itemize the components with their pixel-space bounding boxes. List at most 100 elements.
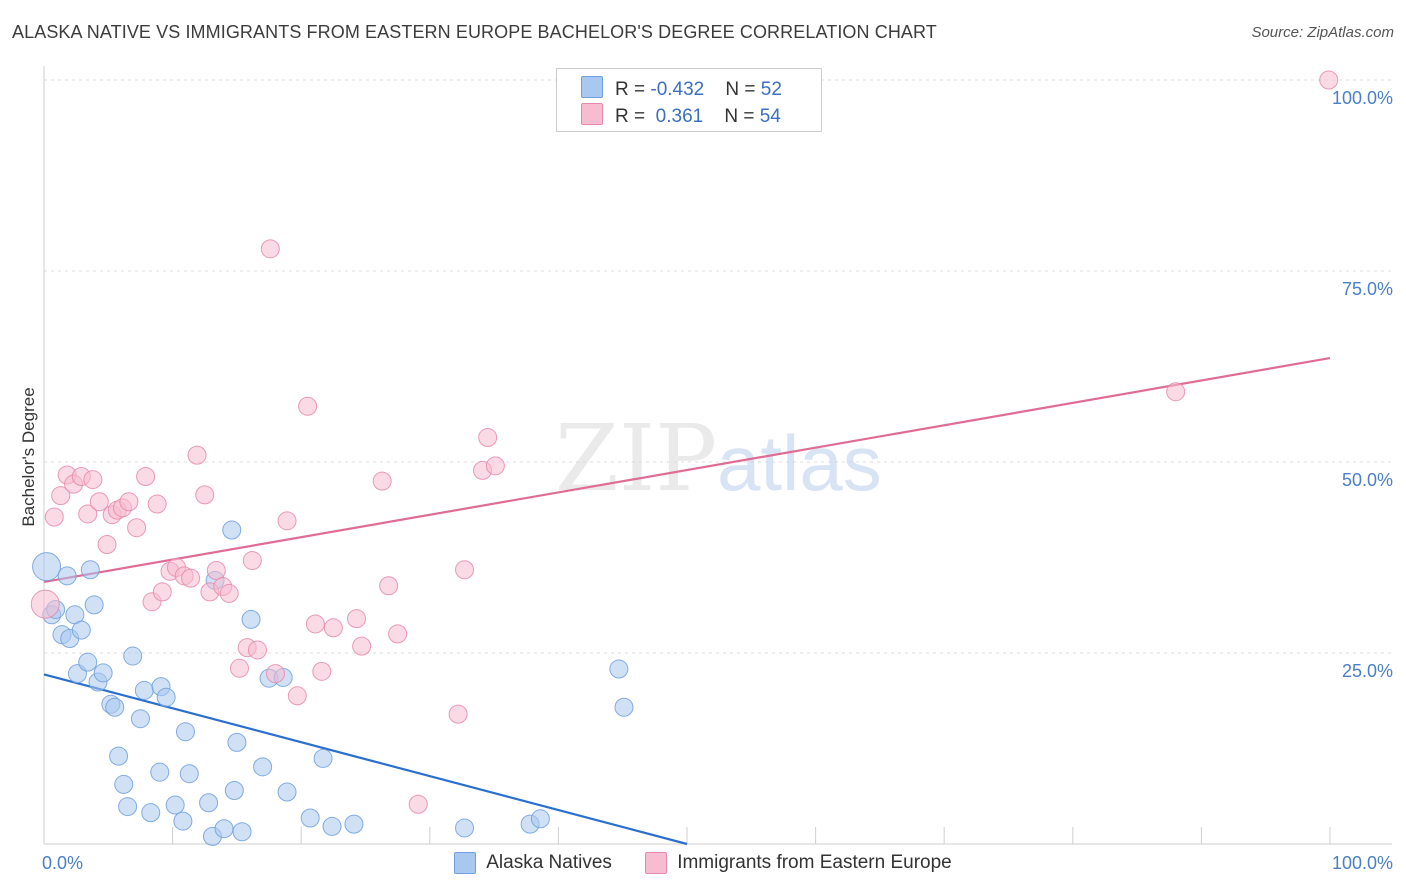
y-tick-label-1: 50.0% <box>1342 470 1393 490</box>
point-eastern-europe-26 <box>206 560 226 580</box>
legend-n-value: 52 <box>760 79 782 100</box>
point-eastern-europe-45 <box>388 624 408 644</box>
point-eastern-europe-36 <box>287 686 307 706</box>
point-alaska-native-37 <box>232 822 252 842</box>
point-alaska-native-15 <box>105 697 125 717</box>
point-eastern-europe-47 <box>448 704 468 724</box>
point-alaska-native-20 <box>130 709 150 729</box>
point-alaska-native-27 <box>173 811 193 831</box>
point-eastern-europe-1 <box>44 507 64 527</box>
legend-swatch-alaska-natives <box>581 76 603 98</box>
series-name-eastern-europe: Immigrants from Eastern Europe <box>677 852 952 873</box>
point-eastern-europe-31 <box>242 551 262 571</box>
point-alaska-native-34 <box>222 520 242 540</box>
point-eastern-europe-43 <box>372 471 392 491</box>
series-legend-eastern-europe: Immigrants from Eastern Europe <box>645 852 952 874</box>
y-tick-label-2: 75.0% <box>1342 279 1393 299</box>
point-alaska-native-49 <box>530 809 550 829</box>
point-alaska-native-26 <box>165 795 185 815</box>
legend-n-label: N = <box>724 106 760 127</box>
point-eastern-europe-14 <box>127 518 147 538</box>
point-alaska-native-38 <box>253 757 273 777</box>
series-name-alaska-natives: Alaska Natives <box>486 852 612 873</box>
point-eastern-europe-22 <box>181 568 201 588</box>
point-eastern-europe-39 <box>312 661 332 681</box>
point-eastern-europe-41 <box>346 609 366 629</box>
y-axis-label: Bachelor's Degree <box>19 387 38 526</box>
point-eastern-europe-29 <box>229 658 249 678</box>
legend-n-label: N = <box>725 79 761 100</box>
point-alaska-native-44 <box>313 748 333 768</box>
point-alaska-native-8 <box>71 620 91 640</box>
point-alaska-native-0 <box>32 552 62 582</box>
data-points <box>30 70 1339 846</box>
correlation-legend: R = -0.432 N = 52 R = 0.361 N = 54 <box>556 68 822 132</box>
series-swatch-alaska-natives <box>454 852 477 874</box>
point-eastern-europe-34 <box>265 664 285 684</box>
point-eastern-europe-8 <box>89 492 109 512</box>
x-tick-label-left: 0.0% <box>42 853 83 873</box>
point-alaska-native-24 <box>150 762 170 782</box>
legend-r-label: R = <box>615 106 651 127</box>
trend-line-eastern-europe <box>43 357 1331 584</box>
point-alaska-native-11 <box>84 595 104 615</box>
point-eastern-europe-23 <box>187 445 207 465</box>
chart-title: ALASKA NATIVE VS IMMIGRANTS FROM EASTERN… <box>12 22 937 42</box>
point-alaska-native-50 <box>609 659 629 679</box>
point-eastern-europe-0 <box>30 589 60 619</box>
point-eastern-europe-53 <box>1319 70 1339 90</box>
point-alaska-native-9 <box>78 652 98 672</box>
point-eastern-europe-24 <box>195 485 215 505</box>
point-alaska-native-33 <box>214 819 234 839</box>
point-alaska-native-51 <box>614 697 634 717</box>
point-alaska-native-4 <box>57 566 77 586</box>
point-alaska-native-19 <box>123 646 143 666</box>
legend-r-value: 0.361 <box>650 106 704 127</box>
point-eastern-europe-40 <box>323 618 343 638</box>
point-eastern-europe-28 <box>219 583 239 603</box>
point-alaska-native-29 <box>179 764 199 784</box>
point-alaska-native-22 <box>141 803 161 823</box>
point-alaska-native-42 <box>277 782 297 802</box>
legend-n-value: 54 <box>759 106 781 127</box>
legend-row-eastern-europe: R = 0.361 N = 54 <box>581 103 781 127</box>
point-eastern-europe-37 <box>298 396 318 416</box>
point-alaska-native-35 <box>224 781 244 801</box>
point-eastern-europe-15 <box>136 467 156 487</box>
axes <box>43 66 1392 845</box>
point-eastern-europe-46 <box>408 794 428 814</box>
point-alaska-native-36 <box>227 732 247 752</box>
point-eastern-europe-48 <box>455 560 475 580</box>
y-tick-label-0: 25.0% <box>1342 661 1393 681</box>
point-eastern-europe-7 <box>83 470 103 490</box>
point-eastern-europe-50 <box>478 428 498 448</box>
trend-lines <box>43 357 1331 846</box>
point-eastern-europe-44 <box>379 576 399 596</box>
point-eastern-europe-52 <box>1166 382 1186 402</box>
legend-swatch-eastern-europe <box>581 103 603 125</box>
series-swatch-eastern-europe <box>645 852 668 874</box>
point-alaska-native-10 <box>80 560 100 580</box>
source-label: Source: ZipAtlas.com <box>1251 24 1394 41</box>
legend-row-alaska-natives: R = -0.432 N = 52 <box>581 76 782 100</box>
point-alaska-native-13 <box>93 663 113 683</box>
y-tick-label-3: 100.0% <box>1332 88 1393 108</box>
point-eastern-europe-33 <box>260 239 280 259</box>
legend-r-value: -0.432 <box>650 79 705 100</box>
x-tick-label-right: 100.0% <box>1332 853 1393 873</box>
point-eastern-europe-17 <box>147 494 167 514</box>
point-alaska-native-46 <box>344 814 364 834</box>
point-alaska-native-25 <box>156 687 176 707</box>
point-alaska-native-43 <box>300 808 320 828</box>
trend-line-alaska-native <box>43 673 688 846</box>
point-eastern-europe-42 <box>352 636 372 656</box>
point-alaska-native-21 <box>134 680 154 700</box>
point-alaska-native-28 <box>175 722 195 742</box>
point-alaska-native-16 <box>109 746 129 766</box>
point-alaska-native-18 <box>118 797 138 817</box>
point-alaska-native-45 <box>322 816 342 836</box>
point-eastern-europe-6 <box>78 504 98 524</box>
series-legend: Alaska Natives Immigrants from Eastern E… <box>0 852 1406 880</box>
point-eastern-europe-2 <box>51 486 71 506</box>
